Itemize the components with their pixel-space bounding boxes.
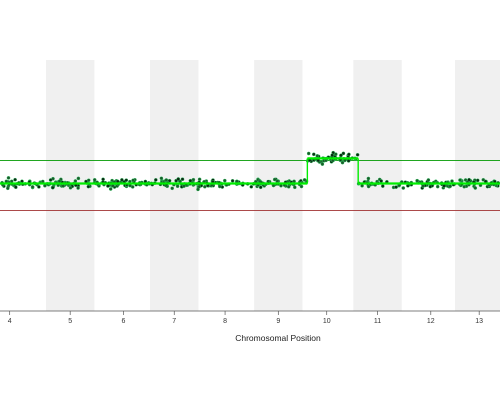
data-point [360, 183, 364, 188]
data-point [6, 176, 11, 180]
data-point [258, 185, 263, 190]
data-point [37, 185, 41, 189]
tick-label-6: 6 [121, 318, 125, 325]
data-point [124, 178, 129, 182]
tick-label-8: 8 [223, 318, 227, 325]
tick-label-11: 11 [374, 318, 381, 325]
x-axis-ticks: 4 5 6 7 8 9 10 11 12 13 [8, 311, 483, 325]
data-point [249, 184, 254, 189]
data-point [339, 153, 343, 158]
data-point [311, 152, 316, 157]
data-point [153, 178, 158, 182]
data-point [272, 177, 277, 182]
data-point [101, 177, 105, 182]
data-point [13, 177, 17, 182]
data-point [306, 151, 311, 156]
data-point [202, 184, 207, 189]
tick-label-9: 9 [276, 318, 280, 325]
data-point [394, 185, 398, 189]
data-point [191, 177, 196, 182]
data-point [6, 186, 10, 191]
data-point [175, 184, 180, 188]
data-point [61, 184, 66, 188]
data-point [30, 185, 35, 189]
tick-label-5: 5 [68, 318, 72, 325]
data-point [197, 177, 202, 182]
data-point [286, 184, 291, 189]
data-point [108, 187, 113, 191]
data-point [230, 178, 235, 183]
data-point [330, 153, 335, 157]
data-point [448, 184, 453, 188]
data-point [320, 162, 325, 166]
data-point [467, 177, 471, 182]
tick-label-7: 7 [172, 318, 176, 325]
data-point [48, 178, 53, 182]
data-point [415, 178, 419, 183]
data-point [76, 176, 81, 181]
data-point [176, 177, 181, 181]
data-point [458, 178, 462, 182]
data-point [217, 184, 222, 189]
data-point [111, 184, 115, 188]
data-point [346, 159, 351, 163]
data-point [92, 177, 97, 182]
data-point [401, 186, 406, 190]
data-point [196, 187, 200, 192]
data-point [51, 185, 55, 190]
data-point [340, 160, 345, 165]
data-point [347, 152, 351, 157]
data-point [379, 179, 384, 183]
data-point [76, 186, 80, 190]
data-point [164, 178, 169, 182]
data-point [473, 186, 478, 190]
data-point [159, 176, 164, 181]
tick-label-10: 10 [323, 318, 331, 325]
data-point [426, 178, 431, 182]
data-point [442, 184, 446, 188]
data-point [462, 184, 467, 189]
data-point [435, 184, 440, 189]
tick-label-12: 12 [427, 318, 435, 325]
tick-label-13: 13 [475, 318, 483, 325]
data-point [341, 151, 346, 156]
data-point [355, 152, 360, 157]
data-point [68, 185, 73, 190]
data-point [450, 179, 454, 183]
reference-lines [0, 159, 500, 212]
data-point [315, 154, 320, 158]
data-point [222, 178, 227, 183]
data-point [428, 184, 433, 189]
data-point [380, 184, 385, 188]
data-point [57, 179, 62, 183]
data-point [333, 152, 338, 156]
data-point [131, 178, 135, 183]
data-point [302, 178, 307, 182]
data-point [366, 176, 371, 181]
data-point [180, 177, 185, 181]
data-point [421, 184, 425, 188]
data-point [188, 178, 193, 183]
segment-lines [0, 157, 500, 185]
data-point [106, 184, 110, 188]
tick-label-4: 4 [8, 318, 12, 325]
data-point [292, 185, 297, 190]
x-axis-label: Chromosomal Position [235, 333, 321, 343]
data-point [170, 186, 174, 191]
data-point [13, 185, 18, 189]
